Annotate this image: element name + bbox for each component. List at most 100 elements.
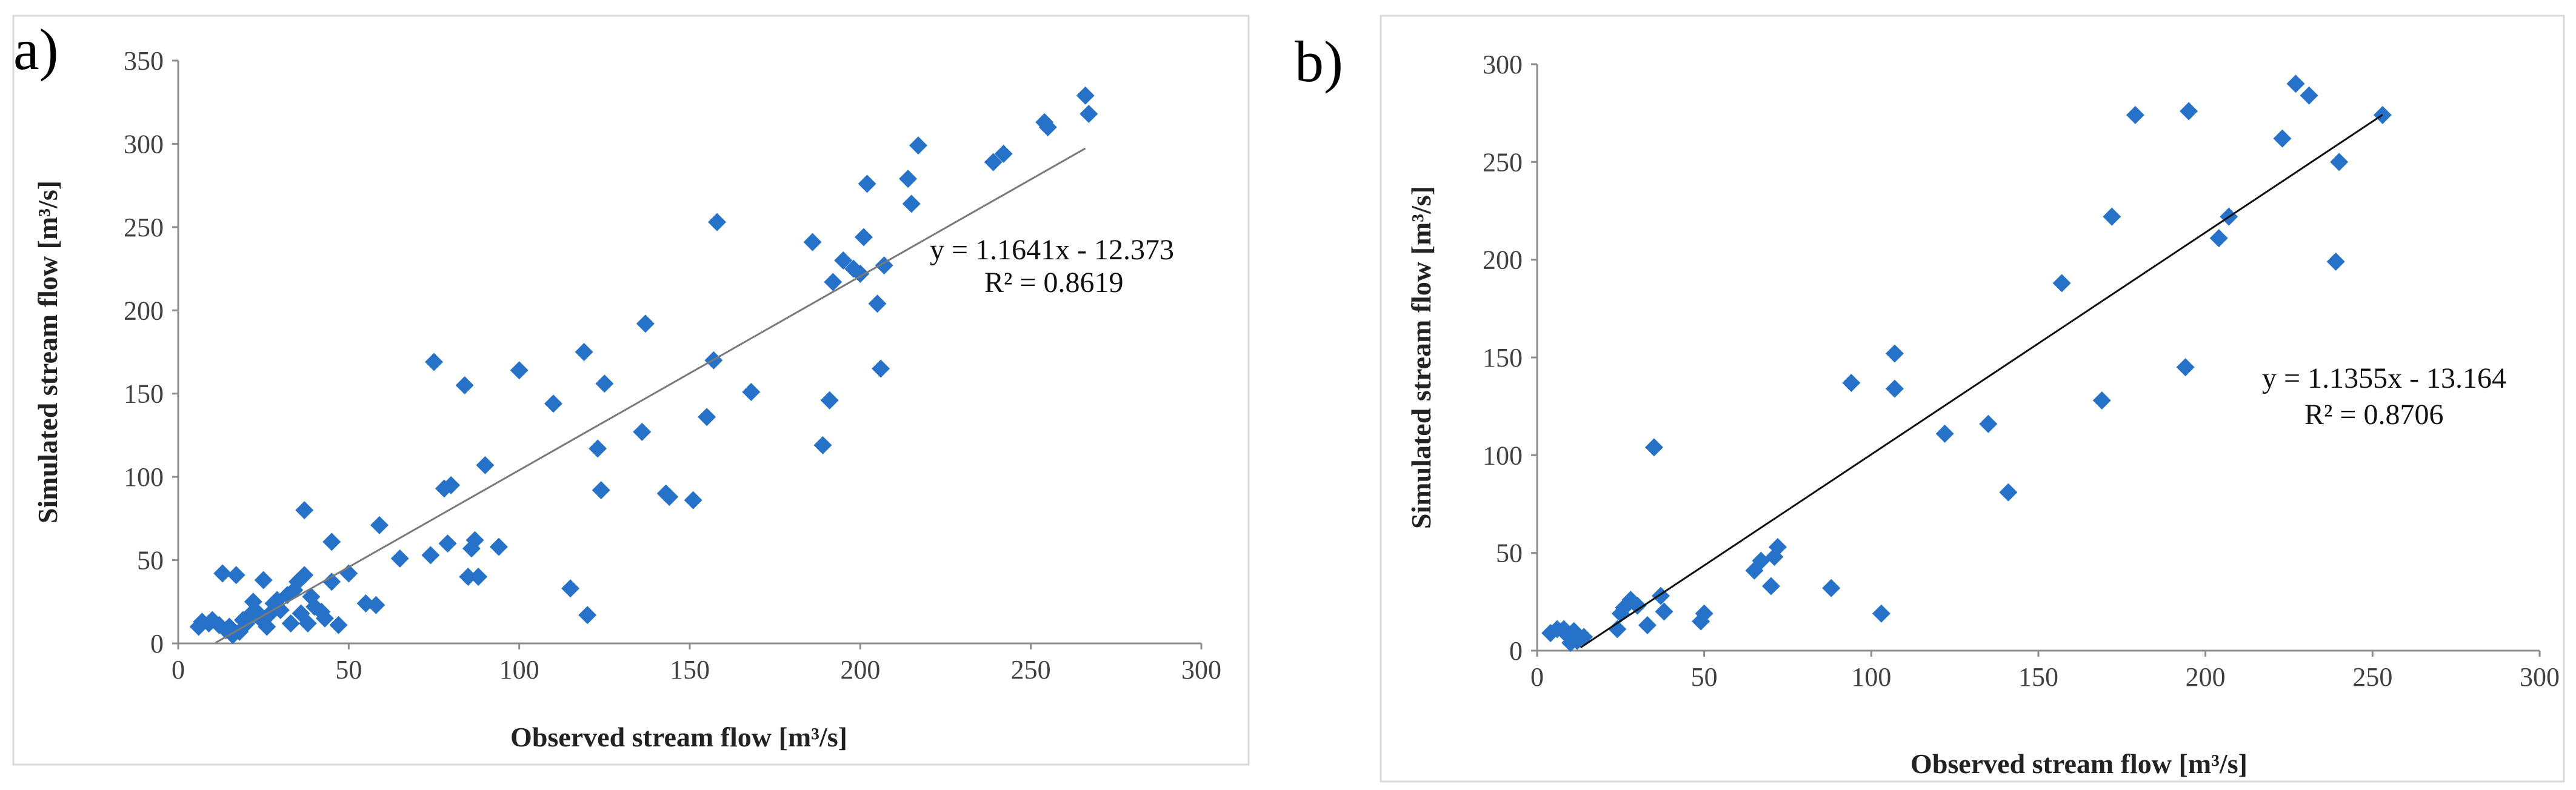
data-point [476, 456, 495, 474]
data-point [2180, 102, 2198, 121]
data-point [213, 564, 232, 583]
data-point [858, 174, 876, 193]
data-point [370, 516, 389, 534]
data-point [2103, 207, 2121, 226]
data-point [2300, 86, 2318, 105]
y-tick-label: 200 [1483, 245, 1523, 275]
x-tick-label: 150 [2018, 662, 2058, 692]
y-tick-label: 300 [1483, 50, 1523, 79]
x-tick-label: 300 [2520, 662, 2560, 692]
data-point [459, 568, 478, 586]
x-tick-label: 100 [1851, 662, 1891, 692]
x-axis-title: Observed stream flow [m³/s] [1910, 748, 2247, 779]
data-point [322, 573, 341, 591]
data-point [469, 568, 488, 586]
data-point [1935, 424, 1954, 443]
data-point [1885, 344, 1904, 363]
data-point [984, 153, 1003, 171]
data-point [1655, 602, 1673, 621]
x-axis-title: Observed stream flow [m³/s] [510, 722, 847, 752]
data-point [854, 228, 873, 247]
data-point [442, 476, 461, 494]
data-point [271, 601, 290, 620]
data-point [510, 361, 529, 380]
panel-label: b) [1295, 29, 1343, 94]
data-point [868, 294, 887, 313]
data-point [902, 194, 921, 213]
data-point [254, 571, 273, 589]
x-tick-label: 200 [2186, 662, 2226, 692]
data-point [1842, 373, 1861, 392]
data-point [281, 614, 300, 633]
data-point [295, 566, 314, 585]
panel-label: a) [13, 17, 59, 82]
data-point [1999, 483, 2018, 502]
data-point [455, 376, 474, 394]
data-point [315, 609, 334, 628]
data-point [2092, 391, 2111, 410]
data-point [295, 501, 314, 520]
data-point [592, 481, 610, 500]
data-point [2126, 105, 2144, 124]
data-point [1979, 414, 1998, 433]
data-point [561, 579, 580, 598]
r-squared-label: R² = 0.8619 [984, 267, 1123, 299]
data-point [803, 233, 822, 251]
x-tick-label: 150 [670, 655, 710, 685]
data-point [2176, 358, 2195, 377]
data-point [2209, 229, 2228, 248]
data-point [2052, 274, 2071, 293]
data-point [1608, 620, 1627, 639]
data-point [708, 213, 727, 231]
data-point [575, 343, 593, 361]
data-point [1872, 604, 1890, 623]
data-point [1752, 551, 1770, 570]
chart-panel-1: a) 0 50 100 150 200 250 300 0 50 100 150 200 250 300 35… [12, 15, 1250, 766]
y-tick-label: 50 [137, 546, 164, 576]
data-point [1768, 537, 1787, 556]
data-point [390, 549, 409, 568]
data-point [824, 273, 843, 291]
y-tick-label: 0 [1509, 636, 1523, 666]
data-point [589, 439, 607, 458]
y-axis-title: Simulated stream flow [m³/s] [1406, 186, 1436, 529]
data-point [633, 422, 652, 441]
y-tick-label: 50 [1496, 539, 1523, 568]
data-point [329, 616, 348, 634]
data-point [1885, 379, 1904, 398]
y-axis-title: Simulated stream flow [m³/s] [32, 181, 63, 523]
data-point [994, 144, 1013, 163]
data-point [2326, 252, 2345, 271]
data-point [227, 566, 245, 585]
data-point [438, 534, 457, 553]
data-point [742, 382, 761, 401]
y-tick-label: 300 [124, 129, 164, 159]
y-tick-label: 150 [1483, 343, 1523, 373]
data-point [1638, 616, 1657, 635]
data-point [544, 394, 562, 413]
data-point [421, 546, 440, 565]
x-tick-label: 200 [840, 655, 880, 685]
data-point [1079, 104, 1098, 123]
data-point [1628, 596, 1647, 615]
x-tick-label: 50 [1691, 662, 1718, 692]
x-tick-label: 100 [499, 655, 539, 685]
y-tick-label: 250 [1483, 147, 1523, 177]
data-point [2286, 75, 2305, 93]
x-tick-label: 0 [172, 655, 185, 685]
data-point [578, 606, 597, 625]
data-point [2273, 129, 2292, 148]
y-tick-label: 100 [1483, 440, 1523, 470]
data-point [465, 531, 484, 549]
data-point [813, 436, 832, 454]
y-tick-label: 100 [124, 462, 164, 492]
data-point [367, 596, 385, 614]
trendline [215, 147, 1086, 644]
data-point [489, 537, 508, 556]
data-point [258, 617, 276, 636]
x-tick-label: 250 [2352, 662, 2392, 692]
data-point [322, 533, 341, 551]
data-point [1038, 118, 1057, 136]
